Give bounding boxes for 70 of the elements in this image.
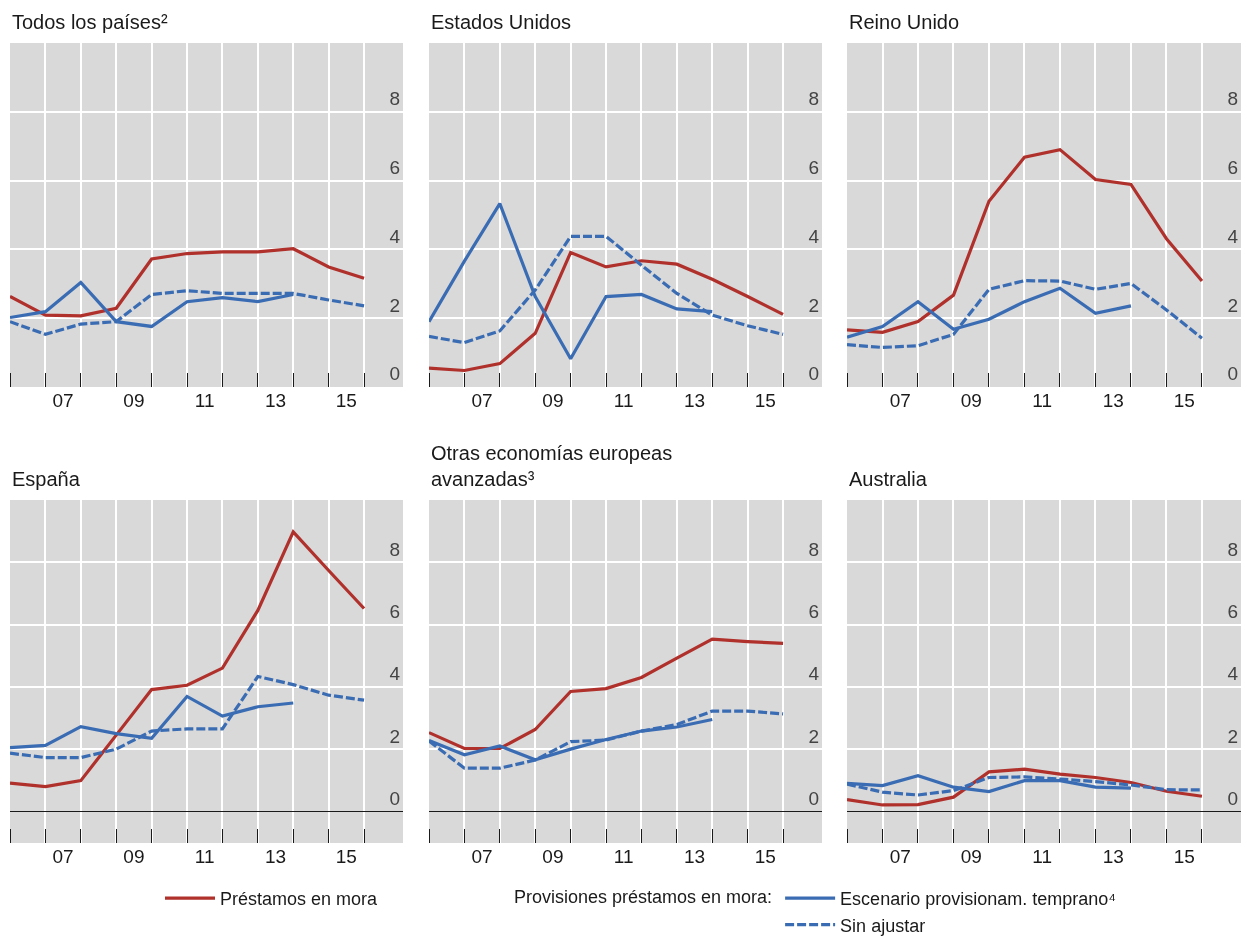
y-tick-label: 6 (1227, 156, 1238, 178)
y-tick-label: 2 (808, 725, 819, 747)
y-tick-label: 4 (808, 663, 820, 685)
x-tick-label: 09 (960, 846, 982, 867)
x-tick-label: 07 (52, 390, 74, 411)
x-tick-label: 07 (471, 390, 493, 411)
y-tick-label: 0 (389, 788, 400, 810)
x-tick-label: 13 (1102, 846, 1124, 867)
y-tick-label: 8 (1227, 538, 1238, 560)
x-tick-label: 07 (889, 846, 911, 867)
x-tick-label: 11 (613, 390, 634, 411)
y-tick-label: 6 (808, 156, 819, 178)
y-tick-label: 6 (1227, 601, 1238, 623)
legend-label: Escenario provisionam. temprano⁴ (840, 889, 1116, 910)
y-tick-label: 8 (808, 538, 819, 560)
chart-title: Reino Unido (849, 11, 960, 33)
y-tick-label: 6 (389, 601, 400, 623)
x-tick-label: 15 (754, 846, 776, 867)
x-tick-label: 15 (754, 390, 776, 411)
x-tick-label: 07 (471, 846, 493, 867)
chart-title: España (12, 468, 81, 490)
y-tick-label: 2 (389, 294, 400, 316)
x-tick-label: 13 (264, 846, 287, 867)
x-tick-label: 15 (335, 846, 357, 867)
y-tick-label: 0 (389, 363, 400, 385)
y-tick-label: 8 (389, 538, 400, 560)
legend-label: Sin ajustar (840, 915, 926, 936)
y-tick-label: 0 (808, 788, 819, 810)
y-tick-label: 4 (808, 225, 820, 247)
x-tick-label: 09 (123, 846, 145, 867)
x-tick-label: 13 (683, 846, 706, 867)
y-tick-label: 8 (389, 88, 400, 110)
y-tick-label: 8 (808, 88, 819, 110)
x-tick-label: 13 (1102, 390, 1124, 411)
y-tick-label: 8 (1227, 88, 1238, 110)
y-tick-label: 6 (808, 601, 819, 623)
y-tick-label: 4 (1227, 663, 1239, 685)
x-tick-label: 15 (1173, 390, 1195, 411)
x-tick-label: 13 (683, 390, 706, 411)
y-tick-label: 4 (1227, 225, 1239, 247)
x-tick-label: 11 (613, 846, 634, 867)
x-tick-label: 11 (1032, 390, 1053, 411)
y-tick-label: 2 (389, 725, 400, 747)
x-tick-label: 09 (123, 390, 145, 411)
legend-title: Provisiones préstamos en mora: (514, 887, 773, 908)
chart-title: Otras economías europeas avanzadas³ (431, 442, 673, 490)
x-tick-label: 13 (264, 390, 287, 411)
x-tick-label: 11 (1032, 846, 1053, 867)
x-tick-label: 09 (542, 390, 564, 411)
y-tick-label: 4 (389, 663, 401, 685)
y-tick-label: 0 (1227, 788, 1238, 810)
chart-title: Estados Unidos (431, 11, 572, 33)
x-tick-label: 15 (1173, 846, 1195, 867)
x-tick-label: 07 (889, 390, 911, 411)
chart-title: Australia (849, 468, 928, 490)
y-tick-label: 4 (389, 225, 401, 247)
x-tick-label: 09 (542, 846, 564, 867)
y-tick-label: 2 (1227, 725, 1238, 747)
legend-label: Préstamos en mora (220, 889, 379, 910)
x-tick-label: 15 (335, 390, 357, 411)
y-tick-label: 6 (389, 156, 400, 178)
chart-title: Todos los países² (12, 11, 168, 33)
y-tick-label: 0 (808, 363, 819, 385)
x-tick-label: 11 (194, 390, 215, 411)
y-tick-label: 2 (1227, 294, 1238, 316)
y-tick-label: 2 (808, 294, 819, 316)
x-tick-label: 11 (194, 846, 215, 867)
x-tick-label: 07 (52, 846, 74, 867)
y-tick-label: 0 (1227, 363, 1238, 385)
x-tick-label: 09 (960, 390, 982, 411)
